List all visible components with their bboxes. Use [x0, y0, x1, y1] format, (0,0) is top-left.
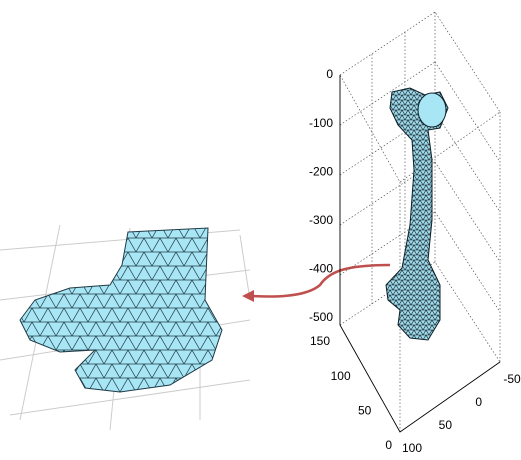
figure: 0 -100 -200 -300 -400 -500 150 100 50 0 100 50 0 -50: [0, 0, 521, 455]
femur: [386, 88, 448, 340]
x-tick-label: 50: [439, 418, 453, 432]
x-tick-label: 100: [402, 441, 422, 455]
z-tick-label: -300: [309, 213, 333, 227]
z-tick-label: -400: [309, 262, 333, 276]
x-tick-label: -50: [503, 372, 521, 386]
z-tick-label: -500: [309, 310, 333, 324]
zoomed-bone: [20, 228, 222, 392]
y-tick-label: 150: [310, 334, 330, 348]
z-tick-label: -100: [309, 116, 333, 130]
z-tick-label: 0: [326, 67, 333, 81]
x-tick-label: 0: [475, 395, 482, 409]
y-tick-label: 100: [331, 369, 351, 383]
y-tick-label: 50: [358, 404, 372, 418]
y-tick-label: 0: [385, 438, 392, 452]
z-tick-label: -200: [309, 164, 333, 178]
